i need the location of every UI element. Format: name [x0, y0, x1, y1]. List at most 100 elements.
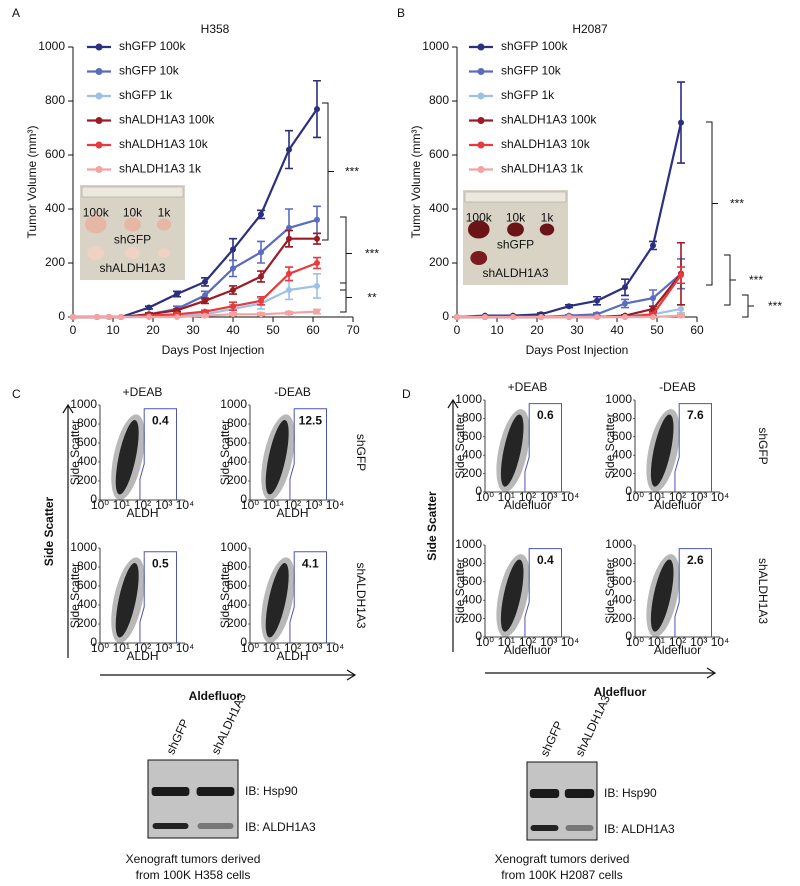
plot-y-tick-label: 400 [227, 454, 247, 468]
plot-y-tick-label: 1000 [70, 397, 97, 411]
y-tick-label: 400 [45, 201, 65, 215]
x-axis-title: Days Post Injection [526, 343, 629, 357]
column-label: +DEAB [508, 380, 548, 394]
plot-y-tick-label: 800 [77, 416, 97, 430]
cell-cloud [650, 414, 674, 487]
lane-label: shGFP [163, 717, 191, 757]
data-point [94, 314, 100, 320]
data-point [230, 311, 236, 318]
data-point [510, 314, 516, 320]
plot-y-tick-label: 0 [240, 492, 247, 506]
legend-label: shALDH1A3 10k [119, 137, 209, 151]
legend-marker [95, 68, 103, 75]
tumor [539, 223, 555, 236]
x-tick-label: 0 [70, 323, 77, 337]
chart-title: H2087 [572, 22, 608, 36]
x-tick-label: 10 [106, 323, 120, 337]
row-label: shALDH1A3 [756, 558, 770, 624]
plot-y-tick-label: 200 [612, 611, 632, 625]
significance: ** [367, 291, 377, 305]
y-tick-label: 400 [429, 201, 449, 215]
bracket [340, 216, 352, 291]
band [530, 825, 559, 831]
cell-cloud [265, 563, 289, 638]
gate-value: 7.6 [687, 408, 704, 422]
panel-label: B [397, 6, 405, 20]
plot-x-tick-label: 10¹ [263, 498, 280, 512]
x-tick-label: 70 [346, 323, 360, 337]
inset-label: 10k [506, 211, 526, 225]
legend-label: shGFP 10k [501, 64, 562, 78]
plot-y-tick-label: 200 [462, 611, 482, 625]
legend-marker [95, 141, 103, 149]
plot-y-tick-label: 200 [462, 466, 482, 480]
data-point [174, 291, 180, 298]
plot-y-tick-label: 200 [77, 616, 97, 630]
plot-y-tick-label: 0 [475, 629, 482, 643]
plot-y-tick-label: 600 [77, 578, 97, 592]
lane-label: shALDH1A3 [572, 693, 613, 759]
row-label: shALDH1A3 [354, 562, 368, 628]
data-point [230, 246, 236, 253]
data-point [566, 314, 572, 320]
legend-marker [477, 68, 485, 75]
data-point [258, 311, 264, 318]
plot-y-tick-label: 1000 [70, 540, 97, 554]
data-point [258, 211, 264, 218]
x-tick-label: 50 [650, 323, 664, 337]
gate-value: 0.6 [537, 408, 554, 422]
arrow [447, 398, 459, 652]
data-point [286, 270, 292, 277]
cell-cloud [650, 559, 674, 632]
plot-x-tick-label: 10⁰ [91, 641, 109, 655]
plot-x-title: ALDH [276, 506, 308, 520]
plot-y-tick-label: 400 [462, 447, 482, 461]
plot-x-tick-label: 10⁴ [326, 498, 345, 512]
tumor [125, 247, 140, 259]
y-tick-label: 600 [45, 147, 65, 161]
y-label: Side Scatter [42, 496, 56, 566]
inset-ruler [81, 186, 184, 198]
data-point [202, 292, 208, 299]
band-label: IB: Hsp90 [604, 786, 657, 800]
gate-value: 0.5 [152, 556, 169, 570]
plot-x-tick-label: 10² [669, 490, 686, 504]
plot-x-tick-label: 10⁴ [561, 635, 580, 649]
gate-value: 0.4 [152, 413, 169, 427]
inset-label: shGFP [497, 237, 534, 251]
legend-marker [477, 43, 485, 51]
plot-y-tick-label: 200 [227, 473, 247, 487]
legend-marker [477, 141, 485, 149]
plot-y-tick-label: 1000 [220, 540, 247, 554]
data-point [678, 272, 684, 279]
data-point [678, 305, 684, 312]
plot-x-title: Aldefluor [504, 498, 551, 512]
plot-x-tick-label: 10³ [690, 635, 707, 649]
x-tick-label: 40 [226, 323, 240, 337]
band [196, 787, 235, 796]
data-point [650, 242, 656, 249]
lane-label: shGFP [537, 719, 565, 759]
tumor [156, 218, 172, 231]
plot-x-tick-label: 10² [284, 641, 301, 655]
x-label: Aldefluor [189, 689, 242, 703]
plot-y-tick-label: 1000 [220, 397, 247, 411]
gate [139, 408, 177, 500]
plot-x-tick-label: 10⁴ [176, 498, 195, 512]
tumor [84, 215, 107, 234]
x-tick-label: 30 [570, 323, 584, 337]
data-point [286, 287, 292, 293]
plot-x-tick-label: 10³ [540, 635, 557, 649]
data-point [678, 119, 684, 126]
plot-y-tick-label: 0 [475, 484, 482, 498]
plot-x-tick-label: 10⁴ [711, 490, 730, 504]
data-point [286, 224, 292, 231]
data-point [286, 309, 292, 316]
legend-marker [477, 117, 485, 124]
plot-x-tick-label: 10³ [155, 498, 172, 512]
legend-label: shALDH1A3 10k [501, 137, 591, 151]
y-tick-label: 600 [429, 147, 449, 161]
gate [524, 548, 562, 637]
plot-y-tick-label: 200 [227, 616, 247, 630]
data-point [230, 265, 236, 272]
